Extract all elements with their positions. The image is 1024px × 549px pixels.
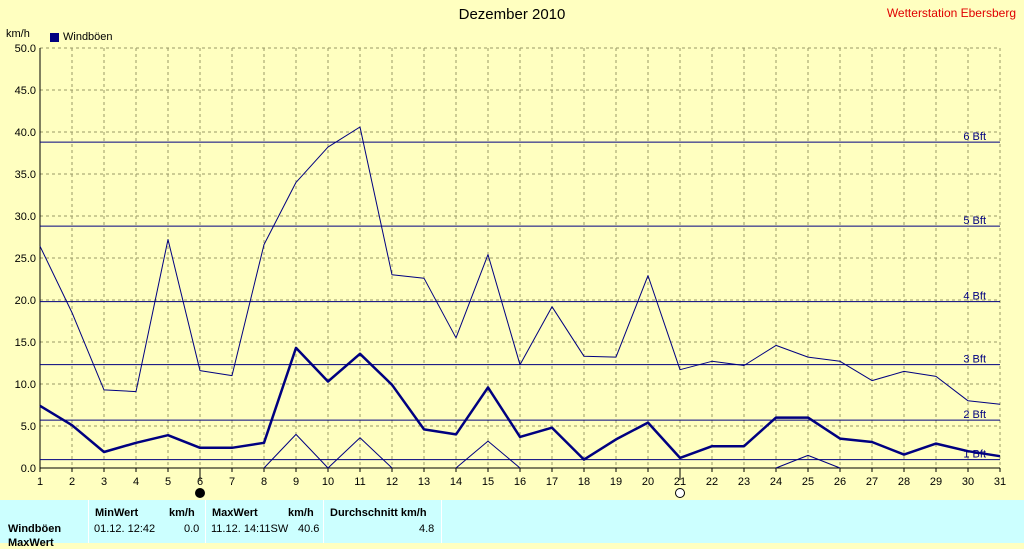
x-tick-label: 29: [930, 476, 942, 488]
stats-min-date: 01.12. 12:42: [94, 523, 156, 535]
stats-min-unit: km/h: [169, 507, 195, 519]
stats-max-date: 11.12. 14:11SW: [211, 523, 289, 535]
chart-title: Dezember 2010: [458, 6, 566, 23]
stats-max-unit: km/h: [288, 507, 314, 519]
y-tick-label: 40.0: [15, 127, 36, 139]
y-axis-unit: km/h: [6, 28, 30, 40]
x-tick-label: 13: [418, 476, 430, 488]
x-tick-label: 10: [322, 476, 334, 488]
x-tick-label: 12: [386, 476, 398, 488]
beaufort-label: 4 Bft: [963, 291, 986, 303]
beaufort-label: 2 Bft: [963, 409, 986, 421]
x-tick-label: 30: [962, 476, 974, 488]
y-tick-label: 30.0: [15, 211, 36, 223]
x-tick-label: 8: [261, 476, 267, 488]
x-tick-label: 25: [802, 476, 814, 488]
new-moon-icon: [195, 488, 205, 498]
stats-max-value: 40.6: [298, 523, 320, 535]
y-tick-label: 15.0: [15, 337, 36, 349]
x-tick-label: 3: [101, 476, 107, 488]
x-tick-label: 16: [514, 476, 526, 488]
chart-svg: 0.0 5.0 10.0 15.0 20.0 25.0 30.0 35.0 40.0 45.0 50…: [15, 43, 1006, 498]
beaufort-label: 6 Bft: [963, 131, 986, 143]
stats-col-avg: Durchschnitt km/h 4.8: [324, 500, 442, 543]
stats-avg-value: 4.8: [419, 523, 435, 535]
series-line-max: [39, 126, 1001, 405]
x-tick-label: 26: [834, 476, 846, 488]
x-tick-label: 7: [229, 476, 235, 488]
x-tick-label: 21: [674, 476, 686, 488]
y-tick-label: 0.0: [21, 463, 36, 475]
x-tick-label: 27: [866, 476, 878, 488]
y-tick-label: 10.0: [15, 379, 36, 391]
x-tick-label: 5: [165, 476, 171, 488]
y-tick-label: 25.0: [15, 253, 36, 265]
beaufort-label: 5 Bft: [963, 215, 986, 227]
x-tick-label: 15: [482, 476, 494, 488]
stats-col-max: MaxWert km/h 11.12. 14:11SW 40.6: [206, 500, 324, 543]
stats-max-header: MaxWert: [212, 507, 258, 519]
x-tick-label: 18: [578, 476, 590, 488]
x-tick-label: 14: [450, 476, 462, 488]
stats-min-value: 0.0: [184, 523, 200, 535]
y-tick-label: 35.0: [15, 169, 36, 181]
legend-label: Windböen: [63, 31, 113, 43]
y-tick-label: 45.0: [15, 85, 36, 97]
series-line-mean: [39, 346, 1001, 461]
y-tick-label: 5.0: [21, 421, 36, 433]
x-tick-label: 28: [898, 476, 910, 488]
stats-col-min: MinWert km/h 01.12. 12:42 0.0: [89, 500, 206, 543]
x-tick-label: 2: [69, 476, 75, 488]
y-tick-label: 20.0: [15, 295, 36, 307]
x-tick-label: 20: [642, 476, 654, 488]
series-line-min: [775, 454, 841, 469]
stats-avg-header: Durchschnitt km/h: [330, 507, 427, 519]
stats-row-label: Windböen: [8, 523, 62, 535]
x-tick-label: 22: [706, 476, 718, 488]
station-name: Wetterstation Ebersberg: [886, 6, 1016, 20]
legend-swatch: [50, 32, 59, 42]
stats-col-label: [0, 500, 89, 543]
series-line-min: [263, 433, 393, 469]
stats-min-header: MinWert: [95, 507, 139, 519]
y-tick-label: 50.0: [15, 43, 36, 55]
x-tick-label: 17: [546, 476, 558, 488]
full-moon-icon: [675, 488, 685, 498]
x-tick-label: 1: [37, 476, 43, 488]
x-tick-label: 9: [293, 476, 299, 488]
beaufort-label: 3 Bft: [963, 354, 986, 366]
x-tick-label: 4: [133, 476, 139, 488]
stats-panel: Windböen MaxWert MinWert km/h 01.12. 12:…: [0, 500, 1024, 549]
x-tick-label: 6: [197, 476, 203, 488]
legend: Windböen: [50, 31, 113, 43]
x-tick-label: 11: [354, 476, 365, 488]
x-tick-label: 19: [610, 476, 622, 488]
x-tick-label: 24: [770, 476, 782, 488]
x-tick-label: 23: [738, 476, 750, 488]
series-line-min: [455, 440, 521, 469]
x-tick-label: 31: [994, 476, 1006, 488]
